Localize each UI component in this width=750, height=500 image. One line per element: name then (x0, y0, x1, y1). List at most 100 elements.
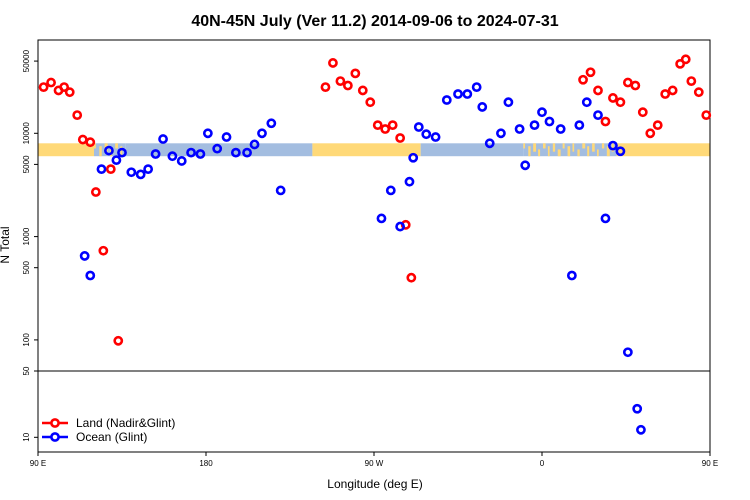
data-point (176, 156, 187, 166)
data-point (350, 68, 361, 79)
data-point (135, 169, 146, 180)
band-patch (552, 143, 556, 152)
y-axis-ticks: 50000 10000 5000 1000 500 100 50 10 (22, 49, 38, 442)
band-segment-land (616, 143, 710, 157)
band-patch (587, 146, 590, 157)
data-point (585, 67, 596, 78)
band-patch (557, 149, 561, 157)
legend: Land (Nadir&Glint)Ocean (Glint) (42, 416, 175, 444)
band-patch (528, 146, 531, 157)
data-point (680, 54, 691, 65)
data-point (441, 95, 452, 105)
data-point (249, 139, 260, 150)
band-patch (572, 143, 575, 152)
data-point (257, 128, 267, 139)
x-tick-label: 90 E (30, 459, 46, 468)
data-point (630, 80, 641, 91)
data-point (496, 128, 506, 139)
data-point (503, 97, 514, 108)
band-patch (601, 143, 605, 149)
y-tick-label: 50000 (22, 49, 31, 72)
data-point (593, 110, 603, 121)
data-point (38, 82, 49, 92)
data-point (413, 122, 424, 132)
data-point (372, 120, 383, 131)
data-point (79, 251, 90, 261)
data-point (471, 82, 482, 92)
data-point (462, 89, 473, 99)
data-point (126, 167, 137, 178)
y-tick-label: 10000 (22, 122, 31, 145)
y-tick-label: 50 (22, 366, 31, 375)
data-point (477, 102, 488, 112)
data-point (111, 155, 122, 166)
data-point (514, 124, 525, 134)
data-point (555, 124, 566, 134)
data-point (357, 85, 368, 96)
data-point (566, 270, 577, 281)
data-point (701, 110, 712, 121)
data-point (221, 132, 232, 142)
data-point (544, 116, 555, 127)
data-point (195, 149, 206, 159)
chart-title: 40N-45N July (Ver 11.2) 2014-09-06 to 20… (191, 13, 558, 30)
data-point (387, 120, 398, 131)
data-point (636, 424, 646, 435)
band-patch (597, 149, 599, 157)
data-point (608, 140, 618, 151)
data-point (380, 124, 391, 134)
data-point (85, 137, 96, 148)
data-point (622, 77, 633, 88)
band-patch (582, 143, 586, 149)
data-point (72, 110, 83, 121)
data-point (143, 164, 154, 175)
data-point (430, 132, 441, 142)
band-patch (538, 149, 541, 157)
band-patch (523, 143, 526, 149)
data-point (385, 185, 396, 196)
data-point (242, 147, 252, 158)
x-tick-label: 90 W (365, 459, 384, 468)
data-point (96, 164, 107, 175)
legend-label: Land (Nadir&Glint) (76, 416, 175, 430)
data-point (64, 87, 75, 98)
x-axis-label: Longitude (deg E) (327, 477, 422, 491)
data-points (38, 54, 712, 435)
y-tick-label: 10 (22, 432, 31, 441)
legend-marker (50, 418, 60, 428)
band-patch (547, 146, 550, 157)
data-point (105, 164, 116, 175)
x-tick-label: 90 E (702, 459, 718, 468)
data-point (578, 74, 588, 85)
data-point (376, 213, 387, 224)
data-point (693, 87, 704, 98)
data-point (600, 213, 611, 224)
y-tick-label: 100 (22, 333, 31, 347)
data-point (320, 82, 331, 92)
data-point (615, 97, 626, 108)
band-patch (577, 149, 580, 157)
data-point (421, 129, 432, 140)
data-point (85, 270, 96, 281)
data-point (167, 151, 178, 162)
data-point (104, 145, 114, 156)
data-point (113, 335, 124, 346)
y-tick-label: 500 (22, 260, 31, 274)
band-patch (606, 146, 610, 157)
series-land (38, 54, 712, 346)
band-patch (611, 143, 614, 152)
band-patch (99, 146, 102, 157)
data-point (98, 245, 109, 256)
data-point (574, 120, 585, 131)
y-tick-label: 1000 (22, 227, 31, 245)
data-point (645, 128, 656, 139)
x-tick-label: 180 (199, 459, 213, 468)
data-point (608, 93, 618, 103)
band-patch (533, 143, 537, 152)
y-tick-label: 5000 (22, 155, 31, 173)
band-segment-ocean (420, 143, 524, 157)
data-point (404, 176, 415, 187)
legend-label: Ocean (Glint) (76, 430, 147, 444)
data-point (581, 97, 592, 108)
